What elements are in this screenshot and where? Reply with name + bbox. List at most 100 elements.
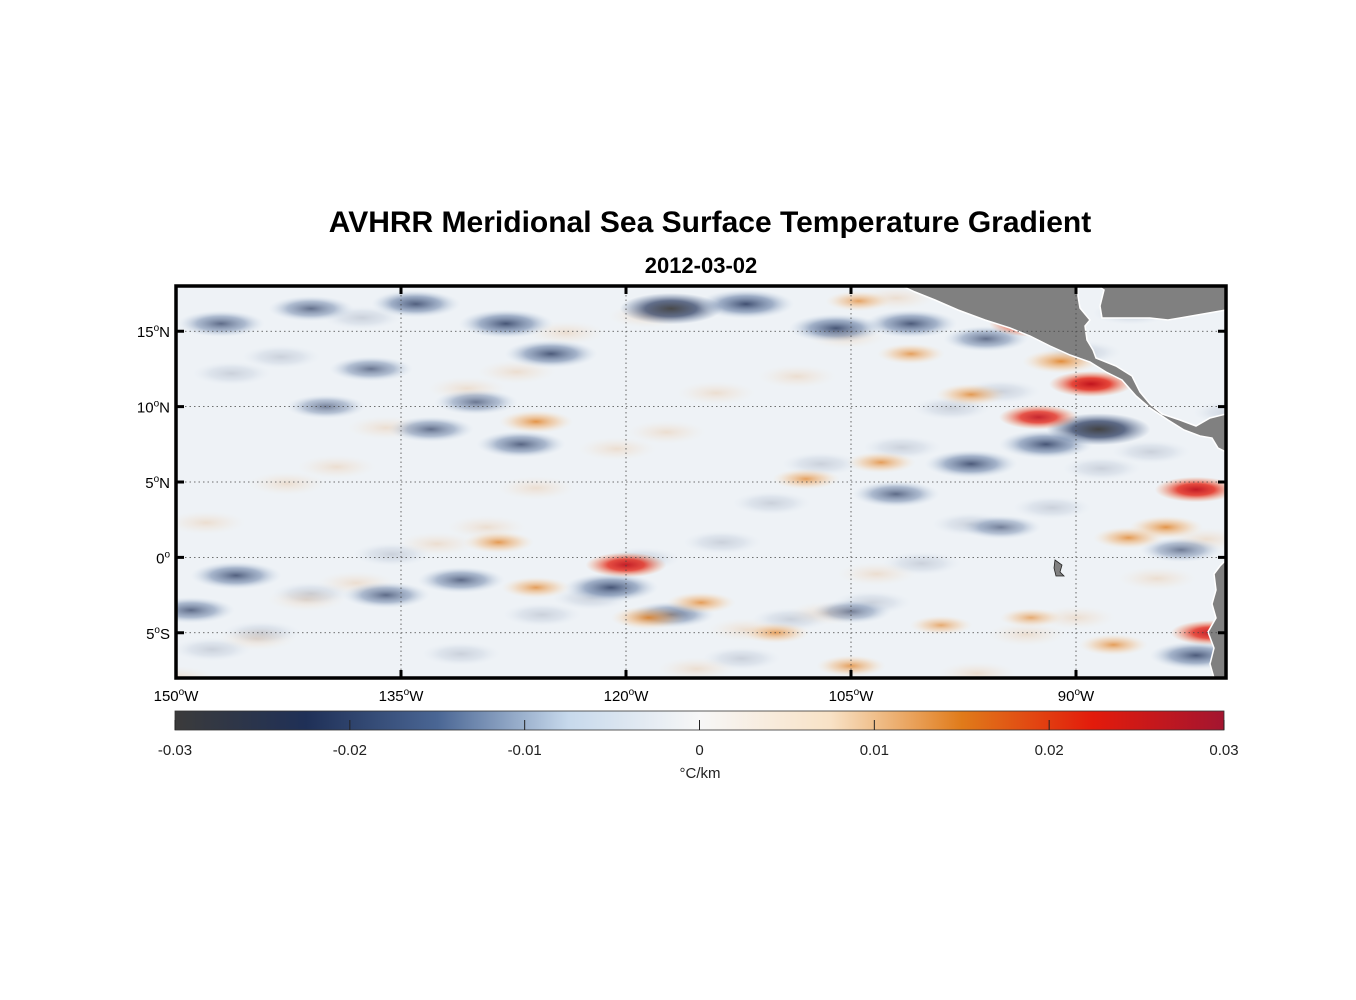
land-mask — [901, 286, 1226, 678]
lon-tick-label: 90oW — [1058, 687, 1095, 705]
lon-tick-label: 135oW — [379, 687, 425, 705]
background-texture-blob — [271, 581, 351, 606]
cold-gradient-feature — [458, 309, 554, 339]
background-texture-blob — [247, 471, 327, 496]
background-texture-blob — [352, 542, 432, 567]
lat-tick-label: 0o — [156, 549, 170, 567]
colorbar: -0.03 -0.02 -0.01 0 0.01 0.02 0.03 °C/km — [158, 710, 1239, 782]
cold-gradient-feature — [788, 313, 884, 343]
warm-gradient-feature — [877, 343, 945, 365]
cold-gradient-feature — [328, 356, 414, 382]
cold-gradient-feature — [864, 309, 958, 338]
cold-gradient-feature — [268, 295, 354, 322]
cold-gradient-feature — [433, 389, 519, 415]
lat-tick-label: 5oN — [145, 474, 170, 492]
chart-subtitle: 2012-03-02 — [644, 253, 758, 278]
lat-tick-label: 5oS — [146, 625, 170, 643]
warm-gradient-feature — [462, 531, 535, 554]
background-texture-blob — [986, 622, 1067, 647]
background-texture-blob — [1111, 439, 1191, 464]
lon-tick-label: 105oW — [829, 687, 875, 705]
warm-gradient-feature — [998, 404, 1079, 430]
cold-gradient-feature — [388, 416, 474, 443]
cold-gradient-feature — [852, 480, 940, 508]
background-texture-blob — [176, 637, 252, 662]
background-texture-blob — [176, 510, 246, 535]
sst-gradient-field — [176, 286, 1226, 678]
background-texture-blob — [502, 602, 582, 627]
background-texture-blob — [682, 530, 762, 555]
central-america-land — [901, 286, 1226, 453]
cold-gradient-feature — [924, 449, 1018, 479]
lon-tick-label: 150oW — [154, 687, 200, 705]
background-texture-blob — [676, 381, 756, 406]
cold-gradient-feature — [810, 599, 892, 624]
cold-gradient-feature — [1149, 641, 1226, 670]
south-america-coast — [1207, 558, 1226, 678]
warm-gradient-feature — [1049, 371, 1133, 397]
colorbar-tick-label: -0.02 — [333, 742, 367, 759]
background-texture-blob — [757, 364, 837, 389]
galapagos-island — [1053, 559, 1065, 577]
background-texture-blob — [577, 436, 657, 461]
cold-gradient-feature — [504, 339, 598, 369]
chart-title: AVHRR Meridional Sea Surface Temperature… — [328, 206, 1092, 239]
background-texture-blob — [496, 476, 576, 501]
cold-gradient-feature — [190, 561, 282, 590]
warm-gradient-feature — [501, 576, 571, 599]
warm-gradient-feature — [909, 615, 973, 635]
cold-gradient-feature — [563, 573, 659, 603]
background-texture-blob — [191, 361, 272, 386]
background-texture-blob — [656, 656, 737, 678]
warm-gradient-feature — [935, 383, 1007, 406]
colorbar-tick-label: 0 — [695, 742, 703, 759]
lon-tick-label: 120oW — [604, 687, 650, 705]
cold-gradient-feature — [960, 515, 1042, 540]
background-texture-blob — [626, 420, 707, 445]
background-texture-blob — [731, 491, 812, 516]
background-texture-blob — [1117, 566, 1197, 591]
background-texture-blob — [296, 454, 377, 479]
warm-gradient-feature — [825, 290, 892, 312]
cold-gradient-feature — [176, 596, 235, 624]
lat-tick-label: 10oN — [137, 399, 170, 417]
map-panel: 150oW 135oW 120oW 105oW 90oW 15oN 10oN 5oN 0o 5oS — [137, 284, 1228, 705]
colorbar-tick-label: -0.03 — [158, 742, 192, 759]
background-texture-blob — [1036, 605, 1116, 630]
colorbar-ticks: -0.03 -0.02 -0.01 0 0.01 0.02 0.03 — [158, 720, 1239, 759]
warm-gradient-feature — [1092, 526, 1165, 549]
colorbar-tick-label: 0.01 — [860, 742, 889, 759]
background-texture-blob — [176, 666, 216, 678]
cold-gradient-feature — [177, 310, 265, 337]
warm-gradient-feature — [1078, 634, 1149, 656]
cold-gradient-feature — [1139, 537, 1223, 563]
colorbar-tick-label: -0.01 — [508, 742, 542, 759]
background-texture-blob — [836, 561, 917, 586]
warm-gradient-feature — [1154, 476, 1226, 503]
lat-tick-label: 15oN — [137, 323, 170, 341]
warm-gradient-feature — [610, 605, 687, 630]
colorbar-unit-label: °C/km — [680, 765, 721, 782]
background-texture-blob — [937, 661, 1017, 678]
warm-gradient-feature — [816, 655, 886, 677]
cold-gradient-feature — [342, 581, 430, 609]
background-texture-blob — [241, 344, 321, 369]
cold-gradient-feature — [417, 566, 505, 594]
warm-gradient-feature — [846, 451, 916, 474]
cold-gradient-feature — [619, 292, 723, 325]
warm-gradient-feature — [999, 607, 1063, 628]
colorbar-tick-label: 0.02 — [1035, 742, 1064, 759]
cold-gradient-feature — [371, 290, 461, 318]
colorbar-tick-label: 0.03 — [1209, 742, 1238, 759]
cold-gradient-feature — [476, 430, 566, 458]
cold-gradient-feature — [697, 289, 795, 319]
background-texture-blob — [1012, 495, 1092, 520]
warm-gradient-feature — [772, 468, 840, 490]
background-texture-blob — [421, 641, 501, 666]
warm-gradient-feature — [585, 552, 667, 578]
warm-gradient-feature — [498, 410, 574, 434]
warm-gradient-feature — [666, 591, 736, 614]
background-texture-blob — [1061, 456, 1142, 481]
axis-ticks: 150oW 135oW 120oW 105oW 90oW 15oN 10oN 5oN 0o 5oS — [137, 286, 1226, 705]
